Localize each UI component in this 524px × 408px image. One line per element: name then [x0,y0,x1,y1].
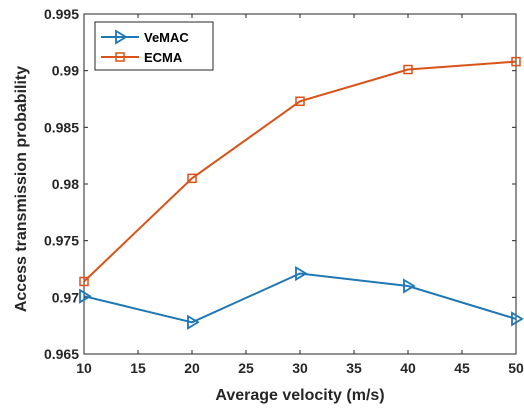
series-layer [79,56,524,330]
x-axis-ticks: 10 15 20 25 30 35 40 45 50 [76,14,524,376]
x-tick-label: 10 [76,360,92,376]
legend-label-vemac: VeMAC [144,30,189,45]
series-line-vemac [83,272,517,324]
legend: VeMAC ECMA [94,21,214,71]
data-point-ecma [403,64,413,75]
data-point-vemac [511,311,524,327]
x-tick-label: 25 [238,360,254,376]
y-axis-ticks: 0.965 0.97 0.975 0.98 0.985 0.99 0.995 [44,6,516,362]
data-point-vemac [403,278,416,294]
data-point-ecma [79,276,89,287]
y-tick-label: 0.98 [52,176,79,192]
x-tick-label: 50 [508,360,524,376]
data-point-vemac [295,265,308,282]
data-point-ecma [295,96,305,107]
legend-marker-ecma [115,52,125,62]
data-point-ecma [511,56,521,67]
x-tick-label: 20 [184,360,200,376]
x-tick-label: 15 [130,360,146,376]
data-point-ecma [187,173,197,184]
data-point-vemac [187,314,200,330]
y-tick-label: 0.97 [52,289,79,305]
legend-marker-vemac [115,29,128,45]
data-point-vemac [79,288,92,304]
y-tick-label: 0.985 [44,119,79,135]
x-tick-label: 35 [346,360,362,376]
x-tick-label: 45 [454,360,470,376]
y-tick-label: 0.995 [44,6,79,22]
y-tick-label: 0.99 [52,63,79,79]
x-tick-label: 30 [292,360,308,376]
x-tick-label: 40 [400,360,416,376]
y-tick-label: 0.965 [44,346,79,362]
legend-box [94,21,214,71]
series-line-ecma [83,60,517,283]
y-axis-title: Access transmission probability [13,66,30,312]
legend-label-ecma: ECMA [144,50,183,65]
x-axis-title: Average velocity (m/s) [215,387,384,404]
y-tick-label: 0.975 [44,233,79,249]
